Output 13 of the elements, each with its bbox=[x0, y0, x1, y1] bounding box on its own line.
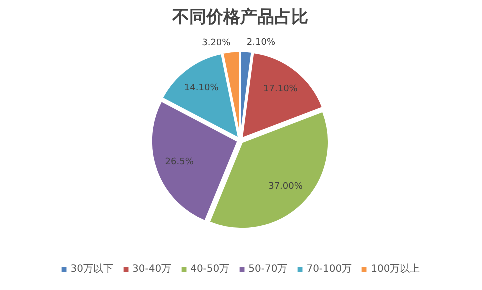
chart-title: 不同价格产品占比 bbox=[172, 8, 308, 28]
data-label: 37.00% bbox=[268, 182, 304, 192]
legend-label: 30万以下 bbox=[70, 262, 114, 276]
data-label: 14.10% bbox=[184, 84, 220, 94]
legend-label: 50-70万 bbox=[248, 263, 288, 276]
data-label: 2.10% bbox=[246, 38, 276, 48]
legend-label: 40-50万 bbox=[190, 263, 230, 276]
data-label: 26.5% bbox=[165, 158, 194, 168]
legend-label: 30-40万 bbox=[132, 263, 172, 276]
legend-label: 70-100万 bbox=[306, 263, 352, 276]
data-label: 3.20% bbox=[202, 38, 232, 48]
legend-label: 100万以上 bbox=[371, 262, 420, 276]
data-label: 17.10% bbox=[264, 84, 298, 95]
